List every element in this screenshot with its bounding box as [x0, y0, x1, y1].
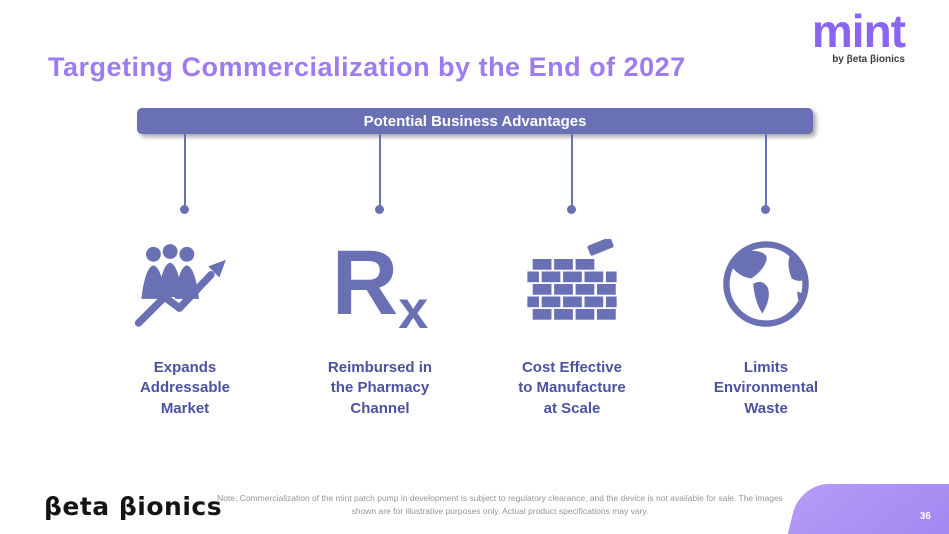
- connector-dot: [375, 205, 384, 214]
- people-growth-icon-svg: [134, 244, 226, 327]
- mint-logo: mint by βeta βionics: [811, 5, 906, 65]
- rx-icon: R x: [331, 232, 429, 337]
- advantage-label: Expands Addressable Market: [139, 359, 231, 417]
- rx-icon-text: R x: [331, 232, 429, 337]
- page-number-tab: [781, 484, 949, 534]
- brick-wall-trowel-icon-svg: [527, 239, 617, 320]
- globe-icon: [720, 236, 812, 332]
- advantage-label: Limits Environmental Waste: [713, 359, 819, 417]
- connector-line: [184, 134, 186, 206]
- potential-business-advantages-banner: Potential Business Advantages: [137, 108, 813, 134]
- rx-letter-x: x: [398, 279, 429, 340]
- advantage-label: Cost Effective to Manufacture at Scale: [518, 359, 626, 417]
- connector-dot: [761, 205, 770, 214]
- mint-byline: by βeta βionics: [832, 54, 905, 65]
- footnote: Note: Commercialization of the mint patc…: [217, 493, 783, 516]
- brick-wall-trowel-icon: [522, 236, 622, 332]
- connector-line: [765, 134, 767, 206]
- advantage-column: Cost Effective to Manufacture at Scale: [477, 236, 667, 419]
- advantage-label: Reimbursed in the Pharmacy Channel: [327, 359, 433, 417]
- rx-letter-r: R: [331, 232, 399, 335]
- page-number: 36: [919, 511, 931, 522]
- page-title: Targeting Commercialization by the End o…: [48, 52, 686, 82]
- mint-wordmark: mint: [811, 5, 906, 57]
- advantage-column: Limits Environmental Waste: [671, 236, 861, 419]
- connector-dot: [180, 205, 189, 214]
- advantage-column: R x Reimbursed in the Pharmacy Channel: [285, 236, 475, 419]
- connector-line: [571, 134, 573, 206]
- connector-dot: [567, 205, 576, 214]
- beta-bionics-logo: βeta βionics: [44, 492, 223, 521]
- connector-line: [379, 134, 381, 206]
- globe-icon-svg: [723, 241, 809, 327]
- people-growth-icon: [133, 236, 237, 332]
- advantage-column: Expands Addressable Market: [90, 236, 280, 419]
